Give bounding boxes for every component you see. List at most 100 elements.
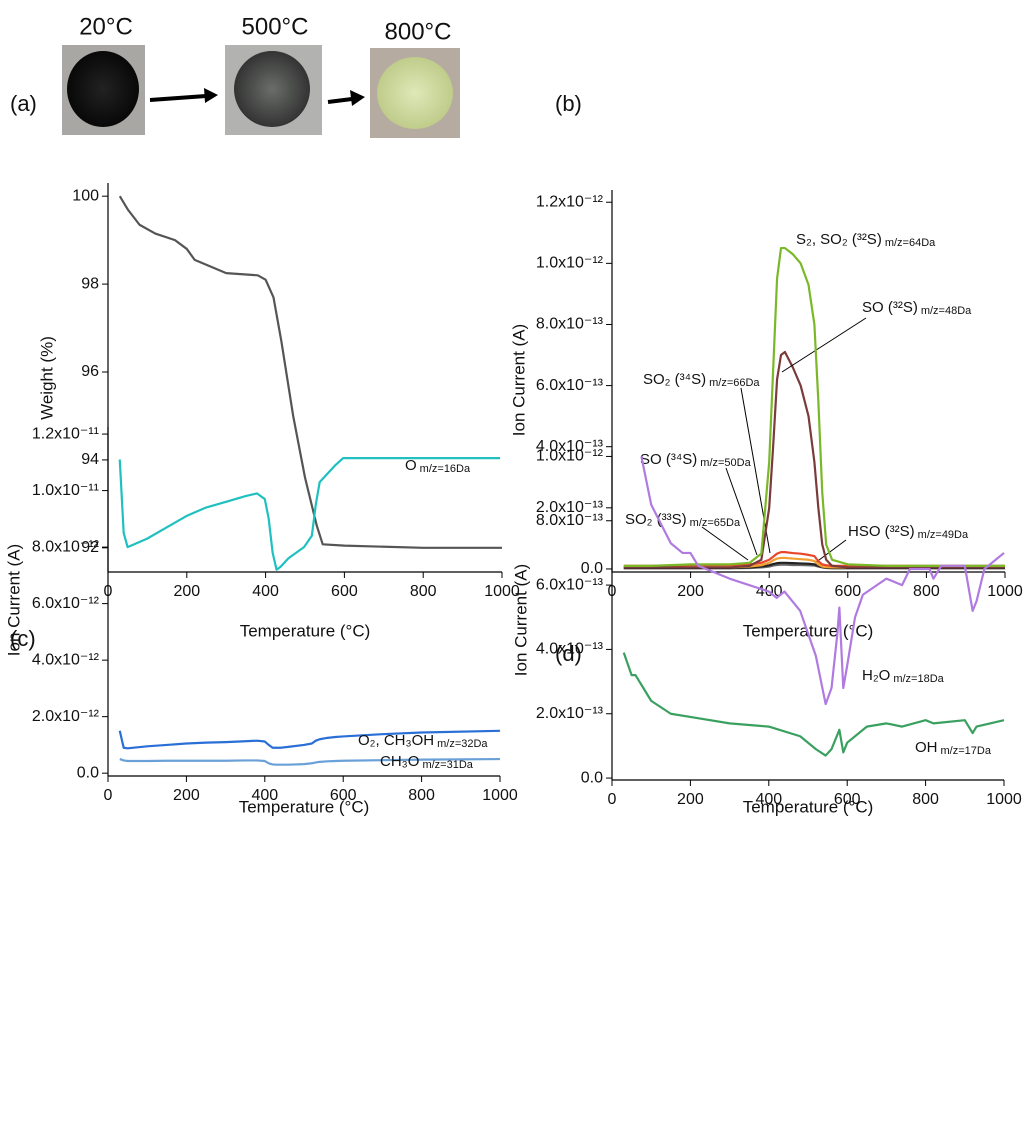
x-tick-label: 400: [251, 787, 278, 804]
series-mz: m/z=48Da: [921, 305, 972, 317]
leader-line: [701, 526, 749, 561]
y-tick-label: 92: [81, 539, 99, 556]
y-tick-label: 6.0x10⁻¹²: [32, 595, 100, 612]
data-line: [623, 246, 1005, 567]
series-name: OH: [915, 739, 938, 756]
leader-line: [814, 539, 847, 564]
series-name: SO₂ (³³S): [625, 511, 687, 528]
x-tick-label: 600: [834, 583, 861, 600]
series-name: SO (³⁴S): [640, 451, 697, 468]
series-mz: m/z=17Da: [941, 745, 992, 757]
y-tick-label: 2.0x10⁻¹³: [536, 499, 604, 516]
y-tick-label: 8.0x10⁻¹²: [32, 538, 100, 555]
arrow: [149, 88, 218, 103]
x-tick-label: 400: [252, 583, 279, 600]
data-line: [622, 652, 1005, 757]
x-tick-label: 0: [608, 791, 617, 808]
y-tick-label: 1.0x10⁻¹²: [536, 255, 604, 272]
x-tick-label: 1000: [484, 583, 520, 600]
x-tick-label: 0: [104, 787, 113, 804]
series-label: SO₂ (³³S) m/z=65Da: [625, 511, 741, 529]
series-label: OH m/z=17Da: [915, 739, 992, 757]
data-line: [640, 456, 1005, 706]
series-label: SO (³⁴S) m/z=50Da: [640, 451, 752, 469]
y-tick-label: 4.0x10⁻¹²: [32, 651, 100, 668]
photo-label: 800°C: [385, 18, 452, 45]
arrow: [327, 90, 365, 106]
series-mz: m/z=66Da: [709, 377, 760, 389]
series-mz: m/z=16Da: [420, 463, 471, 475]
series-label: S₂, SO₂ (³²S) m/z=64Da: [796, 231, 936, 249]
data-line: [623, 551, 1005, 567]
series-label: CH₃O m/z=31Da: [380, 753, 474, 771]
panel-label: (b): [555, 91, 582, 116]
x-tick-label: 1000: [986, 791, 1022, 808]
leader-line: [740, 387, 771, 554]
series-label: HSO (³²S) m/z=49Da: [848, 523, 969, 541]
y-axis-title: Weight (%): [37, 336, 56, 420]
photo-label: 500°C: [242, 13, 309, 40]
data-line: [119, 757, 501, 766]
y-tick-label: 98: [81, 275, 99, 292]
series-label: H₂O m/z=18Da: [862, 667, 945, 685]
y-tick-label: 1.0x10⁻¹¹: [32, 482, 99, 499]
x-axis-title: Temperature (°C): [239, 797, 370, 816]
y-tick-label: 2.0x10⁻¹³: [536, 705, 604, 722]
x-tick-label: 600: [834, 791, 861, 808]
series-mz: m/z=50Da: [700, 457, 751, 469]
x-tick-label: 600: [331, 583, 358, 600]
data-line: [623, 350, 1005, 569]
y-tick-label: 1.0x10⁻¹²: [536, 448, 604, 465]
y-tick-label: 4.0x10⁻¹³: [536, 641, 604, 658]
series-name: H₂O: [862, 667, 890, 684]
x-tick-label: 1000: [482, 787, 518, 804]
panel-label: (d): [555, 641, 582, 666]
y-tick-label: 1.2x10⁻¹¹: [32, 425, 99, 442]
series-name: CH₃O: [380, 753, 419, 770]
x-tick-label: 800: [408, 787, 435, 804]
x-tick-label: 800: [410, 583, 437, 600]
series-label: SO (³²S) m/z=48Da: [862, 299, 972, 317]
x-tick-label: 200: [173, 583, 200, 600]
x-tick-label: 1000: [987, 583, 1023, 600]
series-name: SO (³²S): [862, 299, 918, 316]
series-mz: m/z=31Da: [422, 759, 473, 771]
y-tick-label: 96: [81, 363, 99, 380]
series-mz: m/z=32Da: [437, 738, 488, 750]
series-name: S₂, SO₂ (³²S): [796, 231, 882, 248]
y-tick-label: 0.0: [581, 769, 603, 786]
series-name: O₂, CH₃OH: [358, 732, 434, 749]
data-line: [118, 456, 500, 571]
series-label: SO₂ (³⁴S) m/z=66Da: [643, 371, 760, 389]
series-mz: m/z=49Da: [918, 529, 969, 541]
x-tick-label: 400: [755, 791, 782, 808]
y-tick-label: 0.0: [581, 560, 603, 577]
y-tick-label: 100: [72, 187, 99, 204]
series-mz: m/z=18Da: [893, 673, 944, 685]
y-axis-title: Ion Current (A): [509, 324, 528, 436]
panel-label: (a): [10, 91, 37, 116]
leader-line: [725, 467, 758, 556]
series-mz: m/z=65Da: [690, 517, 741, 529]
x-tick-label: 600: [330, 787, 357, 804]
series-label: O₂, CH₃OH m/z=32Da: [358, 732, 488, 750]
y-tick-label: 6.0x10⁻¹³: [536, 377, 604, 394]
x-tick-label: 200: [677, 583, 704, 600]
x-tick-label: 200: [677, 791, 704, 808]
y-tick-label: 6.0x10⁻¹³: [536, 576, 604, 593]
y-tick-label: 2.0x10⁻¹²: [32, 708, 100, 725]
data-line: [118, 195, 502, 549]
x-axis-title: Temperature (°C): [743, 797, 874, 816]
leader-line: [781, 317, 867, 373]
series-name: SO₂ (³⁴S): [643, 371, 706, 388]
panel-label: (c): [10, 626, 36, 651]
data-line: [118, 729, 501, 750]
y-tick-label: 1.2x10⁻¹²: [536, 193, 604, 210]
photo: [62, 45, 145, 135]
x-axis-title: Temperature (°C): [240, 621, 371, 640]
series-name: O: [405, 457, 417, 474]
photo: [370, 48, 460, 138]
photo: [225, 45, 322, 135]
